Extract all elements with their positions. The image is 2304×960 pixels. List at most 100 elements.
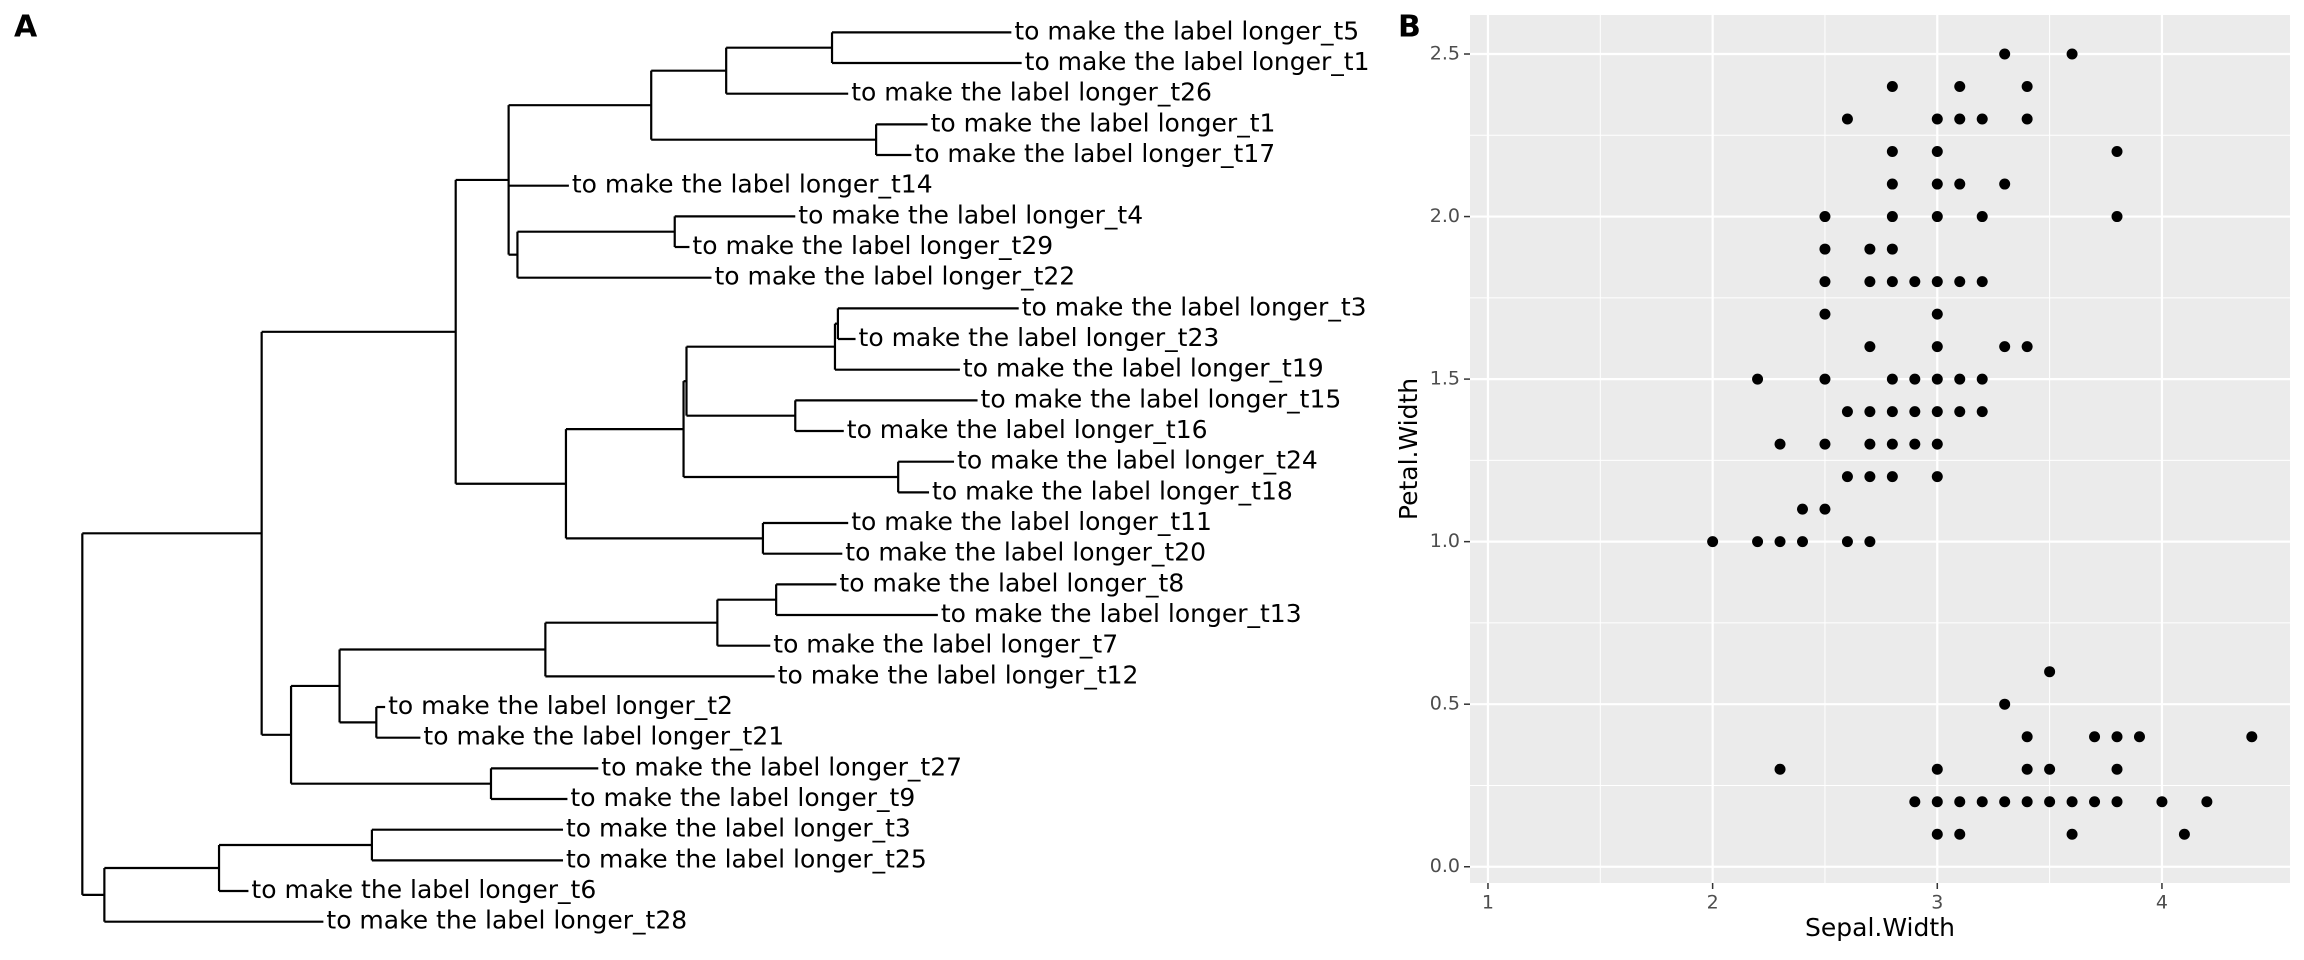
point bbox=[1707, 536, 1719, 548]
point bbox=[2111, 763, 2123, 775]
point bbox=[2111, 146, 2123, 158]
point bbox=[2133, 731, 2145, 743]
point bbox=[1819, 243, 1831, 255]
point bbox=[1886, 146, 1898, 158]
point bbox=[1931, 211, 1943, 223]
point bbox=[2066, 48, 2078, 60]
tip-label: to make the label longer_t20 bbox=[845, 538, 1206, 567]
y-tick-label: 1.5 bbox=[1430, 368, 1460, 390]
tip-label: to make the label longer_t3 bbox=[566, 814, 911, 843]
point bbox=[1976, 113, 1988, 125]
tip-label: to make the label longer_t24 bbox=[957, 446, 1318, 475]
tip-label: to make the label longer_t25 bbox=[566, 844, 927, 873]
point bbox=[1976, 211, 1988, 223]
point bbox=[1841, 536, 1853, 548]
point bbox=[2089, 796, 2101, 808]
tip-label: to make the label longer_t26 bbox=[851, 78, 1212, 107]
point bbox=[2021, 341, 2033, 353]
point bbox=[1931, 796, 1943, 808]
point bbox=[2044, 666, 2056, 678]
tip-label: to make the label longer_t15 bbox=[981, 384, 1342, 413]
y-tick-label: 2.0 bbox=[1430, 205, 1460, 227]
tip-label: to make the label longer_t4 bbox=[798, 200, 1143, 229]
point bbox=[1841, 113, 1853, 125]
point bbox=[1954, 406, 1966, 418]
point bbox=[1774, 763, 1786, 775]
point bbox=[2044, 763, 2056, 775]
tip-label: to make the label longer_t12 bbox=[778, 660, 1139, 689]
tip-label: to make the label longer_t7 bbox=[773, 630, 1118, 659]
point bbox=[1864, 471, 1876, 483]
tip-label: to make the label longer_t17 bbox=[914, 139, 1275, 168]
tip-label: to make the label longer_t28 bbox=[326, 906, 687, 935]
point bbox=[1909, 406, 1921, 418]
point bbox=[1954, 276, 1966, 288]
point bbox=[1864, 438, 1876, 450]
point bbox=[2178, 828, 2190, 840]
tip-label: to make the label longer_t14 bbox=[572, 170, 933, 199]
point bbox=[1886, 276, 1898, 288]
tip-label: to make the label longer_t3 bbox=[1022, 292, 1367, 321]
point bbox=[1752, 373, 1764, 385]
point bbox=[1774, 438, 1786, 450]
point bbox=[1976, 373, 1988, 385]
x-tick-label: 3 bbox=[1931, 892, 1943, 914]
point bbox=[1954, 796, 1966, 808]
point bbox=[2201, 796, 2213, 808]
point bbox=[1819, 373, 1831, 385]
point bbox=[2044, 796, 2056, 808]
point bbox=[1931, 178, 1943, 190]
point bbox=[2111, 731, 2123, 743]
point bbox=[2021, 763, 2033, 775]
x-tick-label: 1 bbox=[1482, 892, 1494, 914]
point bbox=[1886, 373, 1898, 385]
point bbox=[1999, 796, 2011, 808]
point bbox=[1841, 471, 1853, 483]
point bbox=[1976, 276, 1988, 288]
point bbox=[1909, 276, 1921, 288]
panel-label: A bbox=[14, 10, 38, 45]
tip-label: to make the label longer_t16 bbox=[847, 415, 1208, 444]
y-tick-label: 0.0 bbox=[1430, 855, 1460, 877]
point bbox=[1909, 373, 1921, 385]
point bbox=[1841, 406, 1853, 418]
point bbox=[1954, 178, 1966, 190]
tip-label: to make the label longer_t13 bbox=[941, 599, 1302, 628]
point bbox=[1931, 341, 1943, 353]
point bbox=[2089, 731, 2101, 743]
point bbox=[1909, 438, 1921, 450]
point bbox=[1864, 276, 1876, 288]
x-axis-title: Sepal.Width bbox=[1805, 913, 1955, 942]
point bbox=[1999, 178, 2011, 190]
tip-label: to make the label longer_t11 bbox=[851, 507, 1212, 536]
point bbox=[1931, 763, 1943, 775]
plot-background bbox=[1470, 15, 2290, 883]
point bbox=[1886, 211, 1898, 223]
y-tick-label: 2.5 bbox=[1430, 43, 1460, 65]
point bbox=[1931, 828, 1943, 840]
point bbox=[1864, 536, 1876, 548]
point bbox=[1819, 438, 1831, 450]
point bbox=[1819, 211, 1831, 223]
point bbox=[1819, 276, 1831, 288]
tip-label: to make the label longer_t18 bbox=[932, 476, 1293, 505]
x-tick-label: 2 bbox=[1707, 892, 1719, 914]
y-tick-label: 0.5 bbox=[1430, 693, 1460, 715]
point bbox=[1931, 471, 1943, 483]
point bbox=[1796, 503, 1808, 515]
point bbox=[1909, 796, 1921, 808]
point bbox=[2066, 796, 2078, 808]
point bbox=[1999, 698, 2011, 710]
point bbox=[1819, 308, 1831, 320]
point bbox=[1931, 146, 1943, 158]
point bbox=[1864, 406, 1876, 418]
point bbox=[1931, 308, 1943, 320]
tip-label: to make the label longer_t19 bbox=[963, 354, 1324, 383]
tip-label: to make the label longer_t22 bbox=[714, 262, 1075, 291]
tip-label: to make the label longer_t6 bbox=[251, 875, 596, 904]
point bbox=[1954, 373, 1966, 385]
point bbox=[1999, 341, 2011, 353]
point bbox=[1931, 406, 1943, 418]
panel-label: B bbox=[1398, 10, 1421, 45]
point bbox=[1931, 113, 1943, 125]
